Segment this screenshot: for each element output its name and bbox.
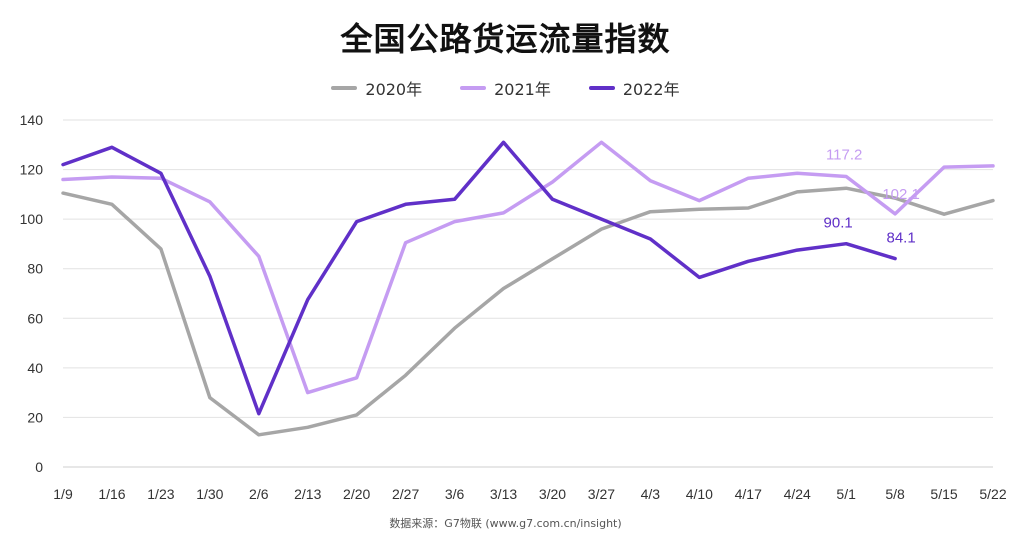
y-tick-label: 120 xyxy=(20,162,44,178)
data-label: 84.1 xyxy=(887,230,916,247)
series-line-0 xyxy=(61,186,995,437)
x-tick-label: 1/9 xyxy=(53,486,73,502)
x-tick-label: 1/30 xyxy=(196,486,223,502)
y-tick-label: 80 xyxy=(27,261,43,277)
x-tick-label: 2/27 xyxy=(392,486,419,502)
legend-label-2020: 2020年 xyxy=(365,80,423,99)
legend-item-2020: 2020年 xyxy=(331,76,422,100)
y-tick-label: 100 xyxy=(20,211,44,227)
x-tick-label: 3/27 xyxy=(588,486,615,502)
legend-label-2022: 2022年 xyxy=(622,80,680,99)
x-tick-label: 5/8 xyxy=(885,486,905,502)
y-tick-label: 20 xyxy=(27,409,43,425)
x-tick-label: 1/16 xyxy=(98,486,125,502)
data-label: 117.2 xyxy=(826,147,862,164)
y-tick-label: 140 xyxy=(20,112,44,128)
data-label: 102.1 xyxy=(882,186,920,203)
legend-swatch-2022 xyxy=(588,86,615,90)
series-line-1 xyxy=(61,140,995,395)
legend: 2020年 2021年 2022年 xyxy=(0,76,1011,100)
chart-title: 全国公路货运流量指数 xyxy=(340,20,671,58)
legend-item-2021: 2021年 xyxy=(460,76,551,100)
legend-swatch-2021 xyxy=(460,86,487,90)
series-line-2 xyxy=(61,140,897,416)
x-tick-label: 3/20 xyxy=(539,486,566,502)
legend-swatch-2020 xyxy=(331,86,358,90)
x-tick-label: 2/20 xyxy=(343,486,370,502)
data-label: 90.1 xyxy=(824,215,853,232)
y-tick-label: 40 xyxy=(27,360,43,376)
x-tick-label: 4/10 xyxy=(686,486,713,502)
x-tick-label: 5/22 xyxy=(979,486,1006,502)
x-tick-label: 5/1 xyxy=(836,486,856,502)
x-tick-label: 1/23 xyxy=(147,486,174,502)
x-tick-label: 2/6 xyxy=(249,486,269,502)
x-tick-label: 4/17 xyxy=(735,486,762,502)
legend-label-2021: 2021年 xyxy=(494,80,551,99)
x-tick-label: 3/13 xyxy=(490,486,517,502)
y-tick-label: 60 xyxy=(27,310,43,326)
source-note: 数据来源：G7物联 (www.g7.com.cn/insight) xyxy=(389,517,622,530)
x-tick-label: 5/15 xyxy=(930,486,957,502)
x-tick-label: 3/6 xyxy=(445,486,465,502)
x-tick-label: 4/24 xyxy=(784,486,811,502)
legend-item-2022: 2022年 xyxy=(588,76,680,100)
x-tick-label: 4/3 xyxy=(641,486,661,502)
x-tick-label: 2/13 xyxy=(294,486,321,502)
y-tick-label: 0 xyxy=(35,459,43,475)
